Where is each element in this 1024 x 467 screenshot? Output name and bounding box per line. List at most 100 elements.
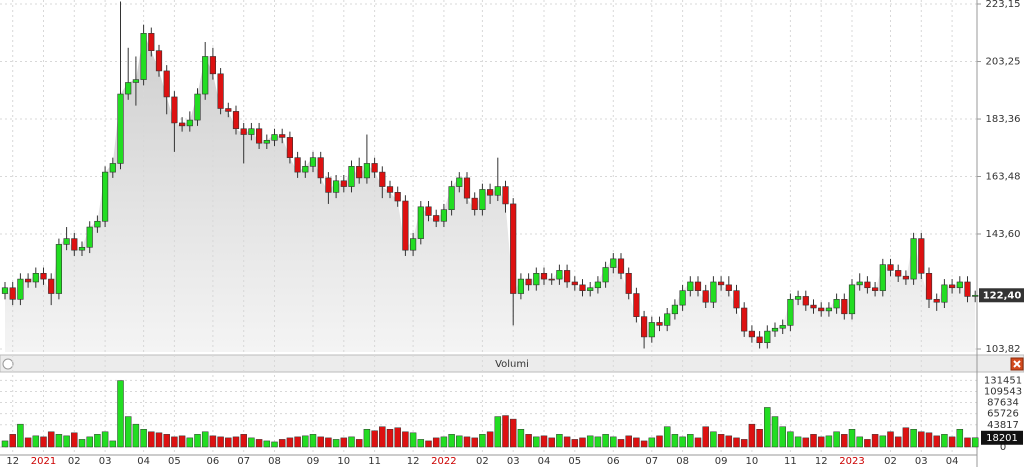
volume-bar xyxy=(841,434,848,448)
candle-body xyxy=(764,330,771,343)
x-tick-label: 2021 xyxy=(31,456,56,467)
volume-bar xyxy=(417,439,425,448)
volume-bar xyxy=(386,429,394,448)
volume-bar xyxy=(9,434,16,448)
volume-bar xyxy=(794,436,802,448)
volume-bar xyxy=(448,434,455,448)
x-tick-label: 10 xyxy=(746,456,759,467)
volume-bar xyxy=(94,434,101,448)
panel-icon[interactable] xyxy=(2,358,14,370)
candle-body xyxy=(871,287,879,291)
x-tick-label: 11 xyxy=(368,456,381,467)
candle-body xyxy=(525,278,532,286)
candle-body xyxy=(710,281,717,303)
candle-body xyxy=(363,163,371,179)
volume-bar xyxy=(332,439,340,448)
candle-body xyxy=(440,209,448,222)
volume-bar xyxy=(918,431,925,448)
last-value-label: 18201 xyxy=(986,433,1018,444)
volume-bar xyxy=(55,434,63,448)
x-tick-label: 05 xyxy=(168,456,181,467)
volume-bar xyxy=(186,437,194,448)
candle-body xyxy=(702,290,709,303)
candle-body xyxy=(587,287,594,291)
volume-bar xyxy=(71,432,78,448)
candle-body xyxy=(302,166,309,173)
candle-body xyxy=(848,284,856,315)
panel-title: Volumi xyxy=(495,359,529,370)
volume-bar xyxy=(717,434,725,448)
volume-bar xyxy=(586,435,594,448)
candle-body xyxy=(148,33,155,51)
y-tick-label: 0 xyxy=(1000,442,1006,453)
candle-body xyxy=(825,307,832,312)
candle-body xyxy=(741,307,748,332)
volume-bar xyxy=(363,429,371,448)
volume-bar xyxy=(771,416,779,448)
volume-bar xyxy=(910,429,917,448)
candle-body xyxy=(879,264,886,291)
volume-bar xyxy=(948,436,956,448)
candle-body xyxy=(202,56,209,95)
x-tick-label: 08 xyxy=(268,456,281,467)
candle-body xyxy=(486,189,494,196)
candle-body xyxy=(78,246,86,251)
x-tick-label: 12 xyxy=(815,456,828,467)
volume-bar xyxy=(171,436,178,448)
volume-bar xyxy=(756,429,763,448)
candle-body xyxy=(610,258,617,268)
candle-body xyxy=(563,270,571,283)
candle-body xyxy=(140,33,147,80)
volume-bar xyxy=(856,436,863,448)
candle-body xyxy=(163,70,170,98)
volume-bar xyxy=(671,434,679,448)
volume-bar xyxy=(178,435,186,448)
volume-bar xyxy=(402,431,409,448)
volume-bar xyxy=(217,436,224,448)
volume-bar xyxy=(779,426,786,448)
y-tick-label: 131451 xyxy=(984,375,1022,386)
candle-body xyxy=(371,163,378,173)
candle-body xyxy=(779,325,786,329)
x-tick-label: 06 xyxy=(607,456,620,467)
volume-bar xyxy=(117,380,124,448)
candle-body xyxy=(633,293,640,317)
volume-bar xyxy=(394,427,401,448)
volume-bar xyxy=(710,431,717,448)
volume-bar xyxy=(864,439,871,448)
x-tick-label: 06 xyxy=(207,456,220,467)
volume-bar xyxy=(348,436,355,448)
last-value-box xyxy=(979,288,1024,303)
candle-body xyxy=(348,166,355,187)
volume-bar xyxy=(86,436,93,448)
volume-bar xyxy=(425,440,432,448)
volume-bar xyxy=(525,434,532,448)
candle-body xyxy=(379,171,386,187)
y-tick-label: 143,60 xyxy=(986,229,1021,240)
candle-body xyxy=(656,322,663,326)
y-tick-label: 65726 xyxy=(987,409,1019,420)
candle-body xyxy=(910,238,917,280)
candle-body xyxy=(94,220,101,228)
candle-body xyxy=(510,203,517,294)
candle-body xyxy=(48,278,55,294)
volume-bar xyxy=(263,440,271,448)
volume-bar xyxy=(225,437,232,448)
volume-bar xyxy=(271,441,278,448)
candle-body xyxy=(502,186,509,205)
volume-bar xyxy=(517,429,525,448)
candle-body xyxy=(117,93,124,164)
volume-bar xyxy=(371,430,378,448)
candle-body xyxy=(409,238,417,251)
candle-body xyxy=(471,197,478,210)
candle-body xyxy=(463,177,471,199)
candle-body xyxy=(24,278,32,283)
volume-bar xyxy=(787,431,794,448)
candle-body xyxy=(55,244,62,294)
candle-body xyxy=(209,56,217,75)
volume-bar xyxy=(463,436,471,448)
candle-body xyxy=(794,296,802,300)
candle-body xyxy=(425,206,432,216)
panel-header xyxy=(0,354,1024,373)
candle-body xyxy=(933,299,940,303)
